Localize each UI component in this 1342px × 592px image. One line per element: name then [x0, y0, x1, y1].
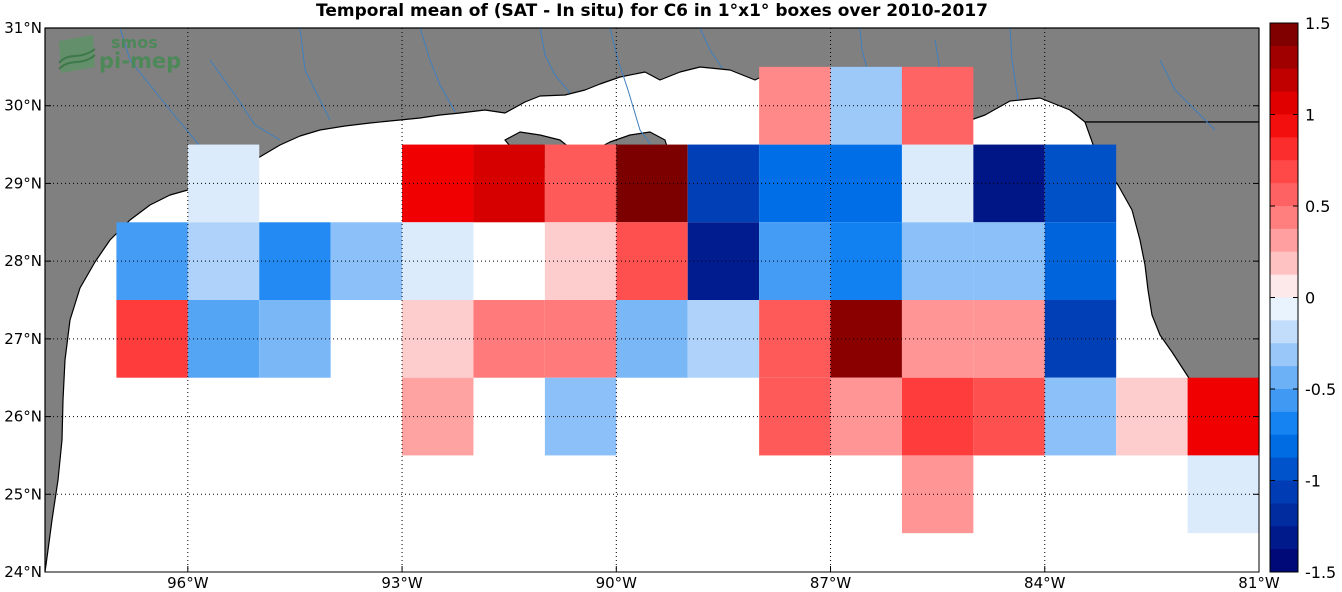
smos-pimep-logo: smos pi-mep — [55, 33, 190, 75]
heatmap-cell — [1044, 144, 1117, 223]
x-tick-label: 84°W — [1024, 574, 1066, 592]
map-title: Temporal mean of (SAT - In situ) for C6 … — [316, 1, 988, 21]
heatmap-cell — [259, 300, 331, 378]
heatmap-cell — [830, 66, 902, 145]
heatmap-cell — [687, 222, 760, 300]
heatmap-cell — [616, 222, 688, 300]
heatmap-cell — [116, 300, 188, 378]
heatmap-cell — [830, 222, 902, 300]
map-frame — [44, 27, 1260, 573]
river — [609, 27, 656, 151]
heatmap-cell — [1044, 222, 1117, 300]
heatmap-cell — [830, 144, 902, 223]
river — [1159, 59, 1216, 131]
y-tick-label: 26°N — [4, 408, 42, 426]
heatmap-cell — [187, 222, 260, 300]
heatmap-cell — [687, 300, 760, 378]
y-tick-label: 29°N — [4, 174, 42, 192]
heatmap-cell — [330, 222, 403, 300]
heatmap-cell — [187, 144, 260, 223]
heatmap-cell — [759, 144, 831, 223]
logo-emblem-icon — [58, 35, 96, 73]
y-tick-label: 28°N — [4, 252, 42, 270]
heatmap-cell — [544, 377, 617, 456]
heatmap-cell — [544, 300, 617, 378]
logo-text-line2: pi-mep — [99, 49, 182, 73]
river — [119, 27, 216, 166]
heatmap-cell — [1044, 377, 1117, 456]
river — [699, 27, 723, 69]
heatmap-cell — [259, 222, 331, 300]
heatmap-cell — [1187, 455, 1259, 534]
river — [299, 27, 331, 121]
heatmap-cell — [616, 300, 688, 378]
logo-text-line1: smos — [111, 33, 158, 52]
river — [1009, 27, 1019, 101]
heatmap-cell — [759, 377, 831, 456]
heatmap-cell — [544, 222, 617, 300]
heatmap-cell — [1044, 300, 1117, 378]
heatmap-cell — [759, 300, 831, 378]
heatmap-cell — [616, 144, 688, 223]
heatmap-cell — [687, 144, 760, 223]
x-tick-label: 81°W — [1238, 574, 1280, 592]
heatmap-cell — [759, 222, 831, 300]
river — [209, 59, 281, 141]
river — [539, 27, 571, 94]
heatmap-cell — [544, 144, 617, 223]
y-tick-label: 30°N — [4, 97, 42, 115]
heatmap-cell — [759, 66, 831, 145]
heatmap-cell — [116, 222, 188, 300]
x-tick-label: 93°W — [381, 574, 423, 592]
y-tick-label: 31°N — [4, 19, 42, 37]
heatmap-cell — [1116, 377, 1188, 456]
rivers — [119, 27, 1216, 166]
heatmap-cells — [116, 66, 1259, 534]
y-tick-label: 25°N — [4, 485, 42, 503]
x-tick-label: 90°W — [596, 574, 638, 592]
y-tick-label: 24°N — [4, 563, 42, 581]
heatmap-cell — [187, 300, 260, 378]
river — [419, 27, 456, 113]
river — [859, 27, 869, 73]
axis-labels: 96°W 93°W 90°W 87°W 84°W 81°W 24°N 25°N 26°N 27°N… — [4, 19, 1280, 592]
y-tick-label: 27°N — [4, 330, 42, 348]
heatmap-cell — [830, 377, 902, 456]
x-tick-label: 87°W — [810, 574, 852, 592]
heatmap-cell — [1187, 377, 1259, 456]
x-tick-label: 96°W — [167, 574, 209, 592]
heatmap-cell — [830, 300, 902, 378]
